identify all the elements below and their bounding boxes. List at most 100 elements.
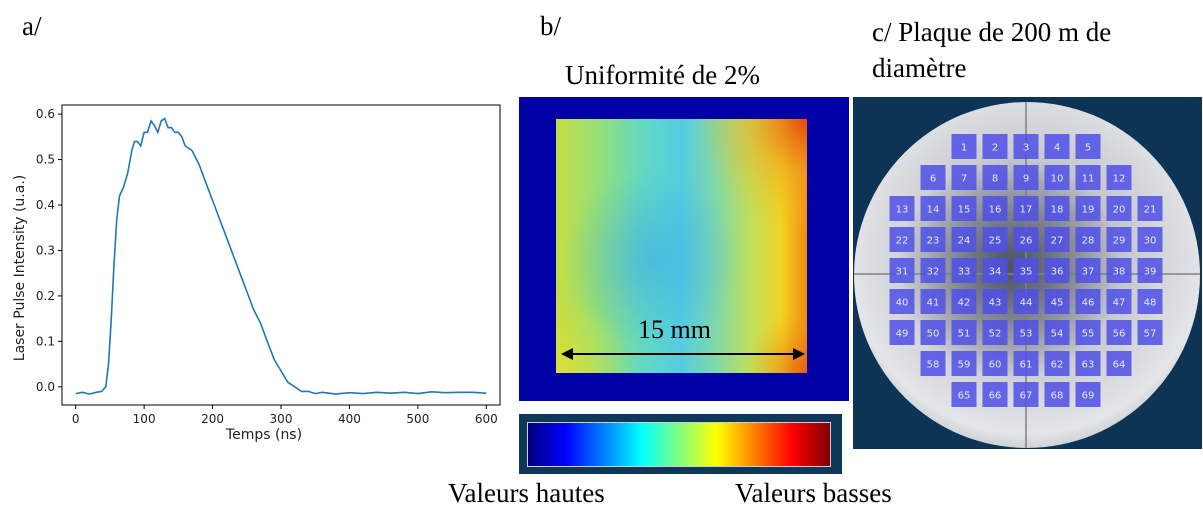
wafer-die: 43 — [982, 289, 1008, 314]
die-number: 65 — [958, 391, 971, 402]
die-number: 19 — [1082, 205, 1095, 216]
wafer-die: 14 — [920, 196, 946, 221]
x-tick-label: 300 — [270, 412, 293, 426]
die-cell — [1013, 196, 1039, 221]
wafer-die: 53 — [1013, 320, 1039, 345]
die-number: 66 — [989, 391, 1002, 402]
die-number: 21 — [1144, 205, 1157, 216]
die-cell — [1106, 196, 1132, 221]
die-cell — [920, 351, 946, 376]
wafer-die: 31 — [889, 258, 915, 283]
die-cell — [889, 320, 915, 345]
die-number: 1 — [961, 143, 967, 154]
die-number: 29 — [1113, 236, 1126, 247]
wafer-die: 8 — [982, 165, 1008, 190]
die-cell — [1075, 289, 1101, 314]
die-cell — [1137, 196, 1163, 221]
die-cell — [1044, 382, 1070, 407]
die-number: 35 — [1020, 267, 1033, 278]
die-cell — [1044, 165, 1070, 190]
wafer-die: 36 — [1044, 258, 1070, 283]
die-number: 9 — [1023, 174, 1029, 185]
plot-frame — [61, 104, 501, 406]
die-cell — [1044, 227, 1070, 252]
die-cell — [889, 227, 915, 252]
die-cell — [1075, 134, 1101, 159]
wafer-die: 54 — [1044, 320, 1070, 345]
y-tick-label: 0.1 — [36, 334, 55, 348]
die-cell — [1013, 165, 1039, 190]
wafer-die: 33 — [951, 258, 977, 283]
wafer-die: 35 — [1013, 258, 1039, 283]
die-number: 22 — [896, 236, 909, 247]
wafer-die: 39 — [1137, 258, 1163, 283]
uniformity-map: 15 mm — [519, 97, 849, 401]
die-cell — [889, 289, 915, 314]
die-number: 41 — [927, 298, 940, 309]
die-number: 6 — [930, 174, 936, 185]
die-cell — [951, 134, 977, 159]
wafer-die: 40 — [889, 289, 915, 314]
die-cell — [889, 258, 915, 283]
wafer-die: 61 — [1013, 351, 1039, 376]
die-number: 42 — [958, 298, 971, 309]
wafer-die: 28 — [1075, 227, 1101, 252]
die-number: 36 — [1051, 267, 1064, 278]
y-tick-label: 0.5 — [36, 153, 55, 167]
die-cell — [1013, 289, 1039, 314]
die-cell — [951, 165, 977, 190]
die-number: 45 — [1051, 298, 1064, 309]
x-tick-label: 200 — [201, 412, 224, 426]
die-number: 53 — [1020, 329, 1033, 340]
wafer-die: 42 — [951, 289, 977, 314]
wafer-die: 26 — [1013, 227, 1039, 252]
die-cell — [1137, 320, 1163, 345]
pulse-series-line — [75, 117, 487, 395]
die-cell — [1075, 165, 1101, 190]
die-number: 34 — [989, 267, 1002, 278]
die-number: 3 — [1023, 143, 1029, 154]
wafer-die: 41 — [920, 289, 946, 314]
wafer-die: 25 — [982, 227, 1008, 252]
low-values-label: Valeurs basses — [735, 478, 892, 508]
chart-axes — [61, 104, 501, 406]
laser-pulse-chart: 0 100 200 300 400 500 600 0.0 0.1 0.2 0.3 0.4 0.5 0.6… — [12, 104, 501, 443]
uniformity-label: Uniformité de 2% — [565, 60, 760, 90]
wafer-die: 23 — [920, 227, 946, 252]
wafer-die: 46 — [1075, 289, 1101, 314]
die-number: 32 — [927, 267, 940, 278]
x-tick-label: 400 — [338, 412, 361, 426]
colorbar — [519, 414, 842, 474]
panel-c-title-line1: c/ Plaque de 200 m de — [872, 17, 1112, 47]
die-number: 48 — [1144, 298, 1157, 309]
wafer-die: 1 — [951, 134, 977, 159]
x-tick-label: 0 — [72, 412, 80, 426]
die-cell — [982, 351, 1008, 376]
x-tick-label: 100 — [133, 412, 156, 426]
die-cell — [982, 320, 1008, 345]
die-number: 38 — [1113, 267, 1126, 278]
die-cell — [982, 382, 1008, 407]
wafer-die: 17 — [1013, 196, 1039, 221]
die-cell — [1013, 258, 1039, 283]
die-cell — [1044, 258, 1070, 283]
die-cell — [1106, 258, 1132, 283]
die-cell — [1044, 196, 1070, 221]
die-number: 10 — [1051, 174, 1064, 185]
die-cell — [1137, 227, 1163, 252]
die-cell — [982, 165, 1008, 190]
die-number: 25 — [989, 236, 1002, 247]
die-number: 56 — [1113, 329, 1126, 340]
die-number: 51 — [958, 329, 971, 340]
die-cell — [951, 196, 977, 221]
wafer-die: 38 — [1106, 258, 1132, 283]
die-cell — [1013, 320, 1039, 345]
die-number: 46 — [1082, 298, 1095, 309]
die-cell — [1044, 289, 1070, 314]
die-cell — [951, 227, 977, 252]
wafer-die: 62 — [1044, 351, 1070, 376]
y-tick-label: 0.2 — [36, 289, 55, 303]
wafer-die: 6 — [920, 165, 946, 190]
die-number: 40 — [896, 298, 909, 309]
wafer-die: 55 — [1075, 320, 1101, 345]
